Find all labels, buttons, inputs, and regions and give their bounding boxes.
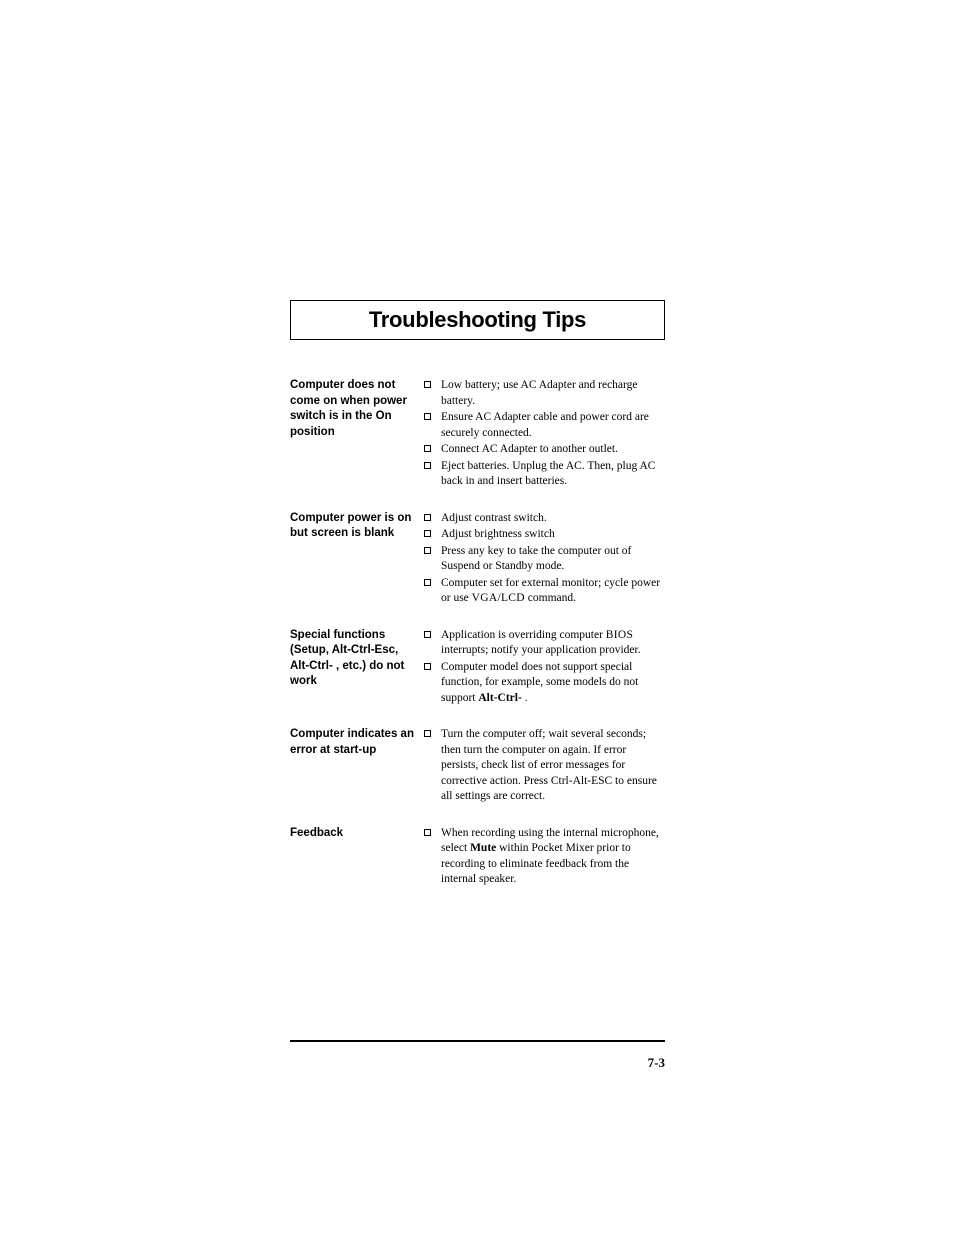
section-label: Special functions (Setup, Alt-Ctrl-Esc, … [290,628,416,690]
list-item: Ensure AC Adapter cable and power cord a… [424,410,665,441]
checkbox-icon [424,631,431,638]
list-item-text: Eject batteries. Unplug the AC. Then, pl… [441,459,665,490]
page-number: 7-3 [290,1055,665,1071]
checkbox-icon [424,413,431,420]
checkbox-icon [424,381,431,388]
section-label: Computer does not come on when power swi… [290,378,416,440]
section-label-col: Special functions (Setup, Alt-Ctrl-Esc, … [290,628,424,708]
troubleshoot-section: Computer power is on but screen is blank… [290,511,665,608]
list-item-text: Ensure AC Adapter cable and power cord a… [441,410,665,441]
title-box: Troubleshooting Tips [290,300,665,340]
list-item: Adjust contrast switch. [424,511,665,527]
troubleshoot-section: Feedback When recording using the interna… [290,826,665,889]
list-item: When recording using the internal microp… [424,826,665,888]
checkbox-icon [424,547,431,554]
section-items-col: Low battery; use AC Adapter and recharge… [424,378,665,491]
checkbox-icon [424,462,431,469]
list-item-text: Adjust brightness switch [441,527,665,543]
section-items-col: When recording using the internal microp… [424,826,665,889]
list-item: Eject batteries. Unplug the AC. Then, pl… [424,459,665,490]
page-title: Troubleshooting Tips [311,307,644,333]
section-label: Computer indicates an error at start-up [290,727,416,758]
footer-rule [290,1040,665,1042]
section-items-col: Turn the computer off; wait several seco… [424,727,665,806]
list-item: Connect AC Adapter to another outlet. [424,442,665,458]
list-item-text: Adjust contrast switch. [441,511,665,527]
list-item: Low battery; use AC Adapter and recharge… [424,378,665,409]
section-label-col: Computer power is on but screen is blank [290,511,424,608]
sections-container: Computer does not come on when power swi… [290,378,665,889]
list-item-text: Application is overriding computer BIOS … [441,628,665,659]
section-label-col: Feedback [290,826,424,889]
checkbox-icon [424,829,431,836]
checkbox-icon [424,445,431,452]
checkbox-icon [424,663,431,670]
list-item-text: Press any key to take the computer out o… [441,544,665,575]
checkbox-icon [424,730,431,737]
list-item-text: Low battery; use AC Adapter and recharge… [441,378,665,409]
list-item-text: Connect AC Adapter to another outlet. [441,442,665,458]
section-label-col: Computer indicates an error at start-up [290,727,424,806]
troubleshoot-section: Special functions (Setup, Alt-Ctrl-Esc, … [290,628,665,708]
list-item: Computer model does not support special … [424,660,665,707]
section-items-col: Application is overriding computer BIOS … [424,628,665,708]
list-item-text: Computer set for external monitor; cycle… [441,576,665,607]
section-items-col: Adjust contrast switch.Adjust brightness… [424,511,665,608]
list-item: Turn the computer off; wait several seco… [424,727,665,805]
list-item: Adjust brightness switch [424,527,665,543]
section-label: Computer power is on but screen is blank [290,511,416,542]
checkbox-icon [424,514,431,521]
section-label-col: Computer does not come on when power swi… [290,378,424,491]
list-item-text: When recording using the internal microp… [441,826,665,888]
troubleshoot-section: Computer indicates an error at start-up T… [290,727,665,806]
page-content: Troubleshooting Tips Computer does not c… [290,300,665,909]
troubleshoot-section: Computer does not come on when power swi… [290,378,665,491]
section-label: Feedback [290,826,416,842]
list-item: Computer set for external monitor; cycle… [424,576,665,607]
list-item: Application is overriding computer BIOS … [424,628,665,659]
list-item-text: Turn the computer off; wait several seco… [441,727,665,805]
checkbox-icon [424,530,431,537]
list-item: Press any key to take the computer out o… [424,544,665,575]
checkbox-icon [424,579,431,586]
list-item-text: Computer model does not support special … [441,660,665,707]
